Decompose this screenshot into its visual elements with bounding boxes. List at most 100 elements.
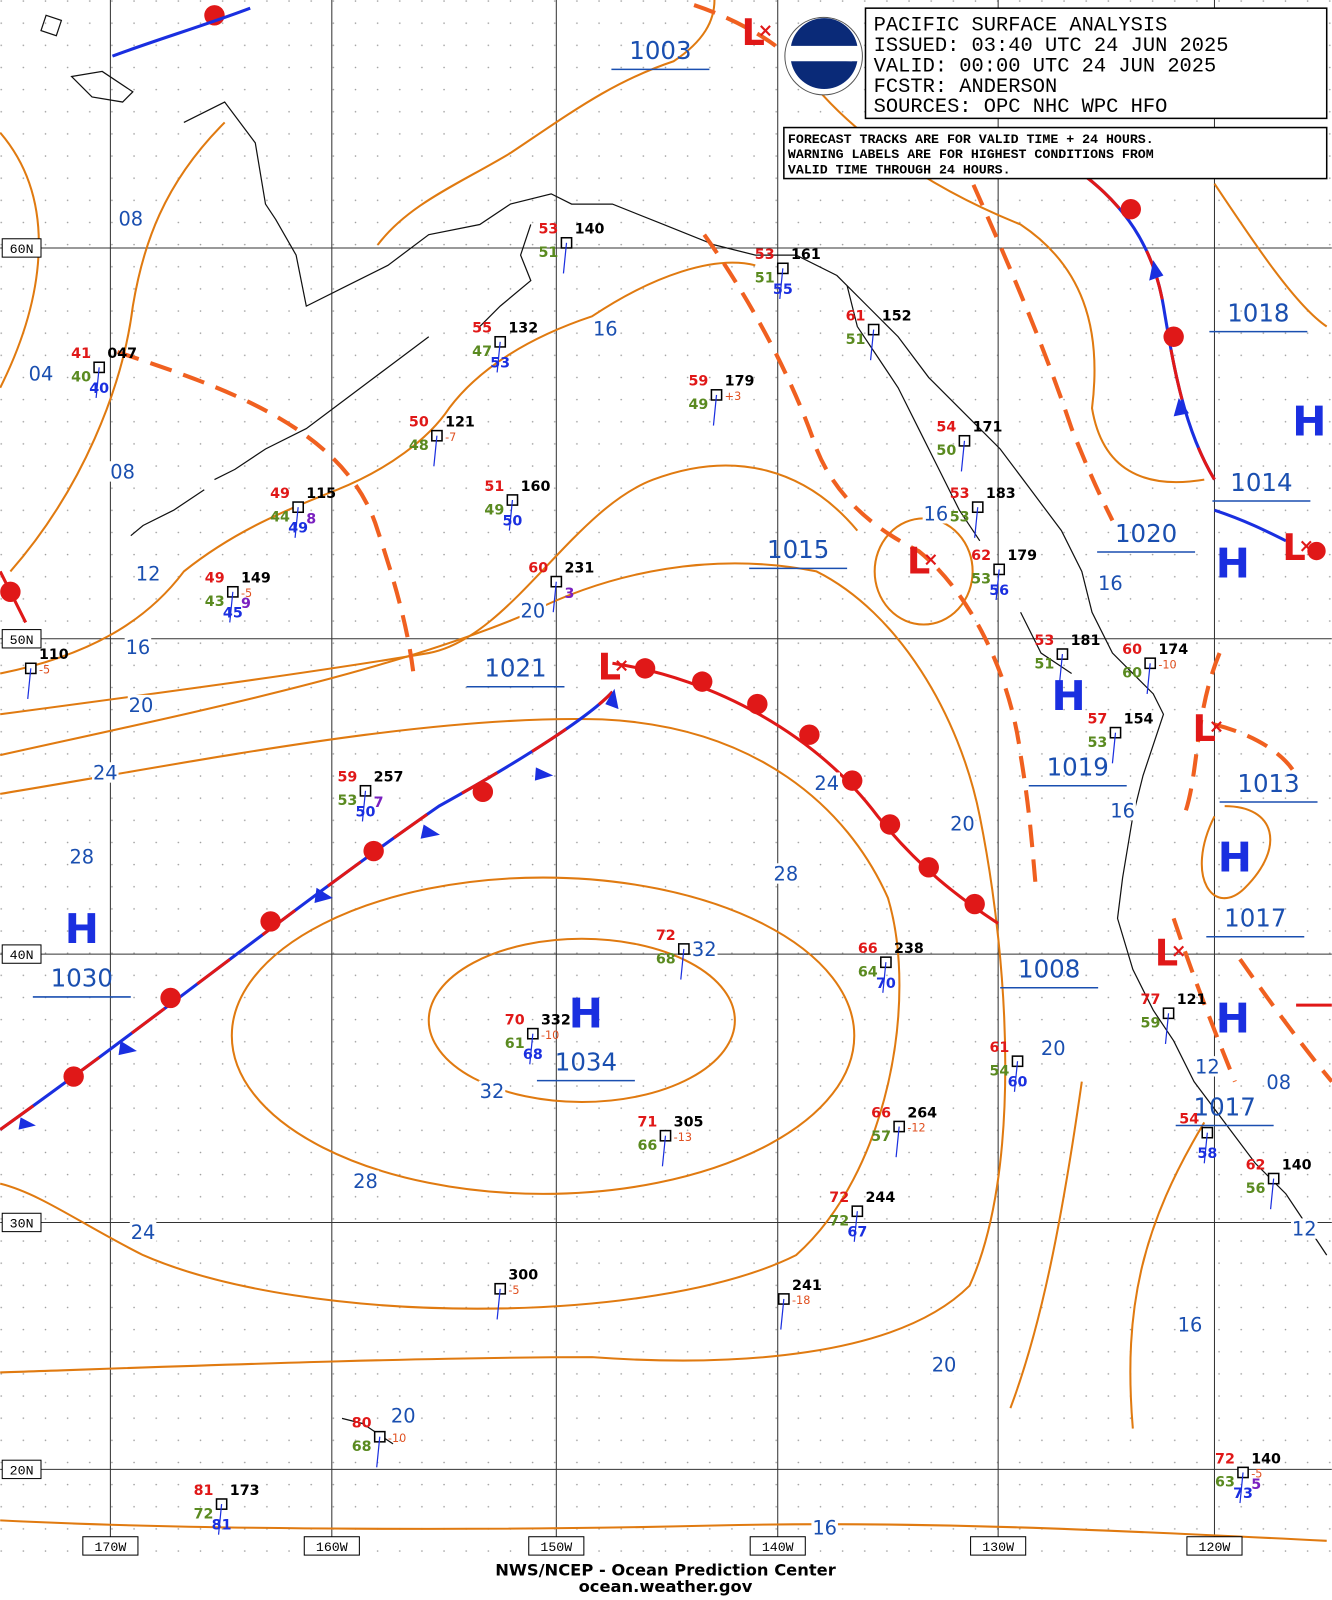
station-wind-barb bbox=[529, 1033, 534, 1065]
isobar-label-bg bbox=[922, 503, 950, 524]
station-temp: 66 bbox=[858, 941, 878, 957]
isobar-label-bg bbox=[930, 1354, 958, 1375]
note-line: VALID TIME THROUGH 24 HOURS. bbox=[788, 162, 1011, 177]
isobar-label: 28 bbox=[69, 845, 94, 868]
lat-label-box bbox=[1, 629, 42, 649]
lon-label: 170W bbox=[94, 1540, 126, 1555]
station-pressure: 121 bbox=[445, 415, 475, 431]
station-wind-barb bbox=[496, 1288, 501, 1320]
station-pressure: 132 bbox=[508, 321, 538, 337]
lat-label: 30N bbox=[10, 1217, 34, 1232]
station-dew: 53 bbox=[1087, 735, 1107, 751]
station-dew: 53 bbox=[337, 793, 357, 809]
isobar-label-bg bbox=[124, 636, 152, 658]
station-tendency: -18 bbox=[792, 1294, 810, 1307]
isobar-label-bg bbox=[813, 772, 840, 793]
station-pressure: 149 bbox=[241, 571, 271, 587]
isobar-label-bg bbox=[1097, 572, 1124, 593]
station-pressure: 264 bbox=[907, 1105, 937, 1121]
central-pressure: 1017 bbox=[1194, 1092, 1256, 1121]
station-extra: 8 bbox=[306, 511, 316, 527]
station-wind-barb bbox=[1239, 1472, 1244, 1504]
station-pressure: 173 bbox=[230, 1483, 260, 1499]
station-pressure: 332 bbox=[541, 1012, 571, 1028]
pressure-system: L bbox=[1155, 931, 1178, 974]
isobar-label-bg bbox=[389, 1405, 417, 1426]
station-dew: 51 bbox=[538, 245, 558, 261]
station-wind-barb bbox=[496, 341, 501, 373]
station-wind-barb bbox=[217, 1504, 223, 1535]
station-dew: 72 bbox=[194, 1506, 214, 1522]
low-marker: × bbox=[614, 655, 629, 676]
station-temp: 55 bbox=[472, 321, 492, 337]
isobar-label: 24 bbox=[131, 1221, 156, 1244]
lon-label: 160W bbox=[316, 1540, 348, 1555]
station-tendency: -10 bbox=[388, 1432, 406, 1445]
pressure-system: H bbox=[569, 990, 603, 1038]
station-pressure: 238 bbox=[894, 941, 924, 957]
station-temp: 62 bbox=[1246, 1157, 1266, 1173]
station-dew: 53 bbox=[971, 572, 991, 588]
station-tendency: -5 bbox=[241, 587, 252, 600]
station-vis: 58 bbox=[1197, 1146, 1217, 1162]
troughs bbox=[116, 3, 1332, 1083]
isobar-label-bg bbox=[1039, 1037, 1067, 1059]
station-dew: 49 bbox=[484, 502, 504, 518]
station-dew: 60 bbox=[1122, 666, 1142, 682]
station-tendency: -12 bbox=[907, 1122, 925, 1135]
isobar-label: 16 bbox=[1098, 572, 1123, 595]
station-pressure: 179 bbox=[725, 374, 755, 390]
lon-label: 120W bbox=[1199, 1540, 1231, 1555]
station-temp: 80 bbox=[352, 1416, 372, 1432]
station-wind-barb bbox=[869, 329, 875, 361]
station-wind-barb bbox=[294, 507, 299, 538]
low-marker: × bbox=[1299, 536, 1314, 557]
isobar-label: 24 bbox=[814, 772, 839, 795]
station-wind-barb bbox=[1058, 654, 1064, 685]
station-temp: 81 bbox=[194, 1483, 214, 1499]
station-extra: 3 bbox=[564, 586, 574, 602]
header-valid: VALID: 00:00 UTC 24 JUN 2025 bbox=[874, 55, 1217, 78]
isobar-label-bg bbox=[772, 863, 800, 884]
central-pressure: 1019 bbox=[1047, 753, 1109, 782]
isobar-label-bg bbox=[109, 461, 136, 482]
isobar-label: 32 bbox=[480, 1080, 505, 1103]
central-pressure: 1015 bbox=[767, 535, 829, 564]
station-vis: 40 bbox=[89, 381, 109, 397]
station-extra: 9 bbox=[241, 596, 251, 612]
station-temp: 72 bbox=[829, 1190, 849, 1206]
station-dew: 43 bbox=[205, 594, 225, 610]
lon-label: 140W bbox=[762, 1540, 794, 1555]
station-dew: 48 bbox=[409, 438, 429, 454]
isobar-label: 12 bbox=[1292, 1218, 1317, 1241]
isobar-label: 12 bbox=[136, 563, 161, 586]
pressure-system: H bbox=[1216, 995, 1250, 1043]
station-pressure: 140 bbox=[1282, 1157, 1312, 1173]
station-temp: 70 bbox=[505, 1012, 525, 1028]
station-wind-barb bbox=[433, 435, 438, 467]
station-wind-barb bbox=[508, 499, 514, 531]
station-temp: 60 bbox=[1122, 642, 1142, 658]
pressure-system: H bbox=[1216, 540, 1250, 588]
station-wind-barb bbox=[95, 367, 100, 399]
header-sources: SOURCES: OPC NHC WPC HFO bbox=[874, 96, 1168, 119]
station-wind-barb bbox=[376, 1436, 381, 1468]
station-dew: 61 bbox=[505, 1036, 525, 1052]
station-pressure: 140 bbox=[575, 222, 605, 238]
station-wind-barb bbox=[552, 581, 557, 613]
isobar-label-bg bbox=[129, 1221, 157, 1242]
isobar-label: 20 bbox=[521, 599, 546, 622]
isobar-label-bg bbox=[27, 363, 55, 384]
isobar-label-bg bbox=[92, 762, 119, 783]
station-wind-barb bbox=[1203, 1132, 1208, 1164]
station-tendency: -10 bbox=[1158, 658, 1176, 671]
central-pressure: 1018 bbox=[1227, 298, 1289, 327]
station-dew: 51 bbox=[846, 332, 866, 348]
isobar-label-bg bbox=[811, 1517, 838, 1538]
isobar-label: 20 bbox=[950, 813, 975, 836]
isobar-label: 12 bbox=[1195, 1055, 1220, 1078]
station-wind-barb bbox=[882, 962, 887, 993]
lat-label: 50N bbox=[10, 633, 34, 648]
isobar-label: 16 bbox=[924, 502, 949, 525]
